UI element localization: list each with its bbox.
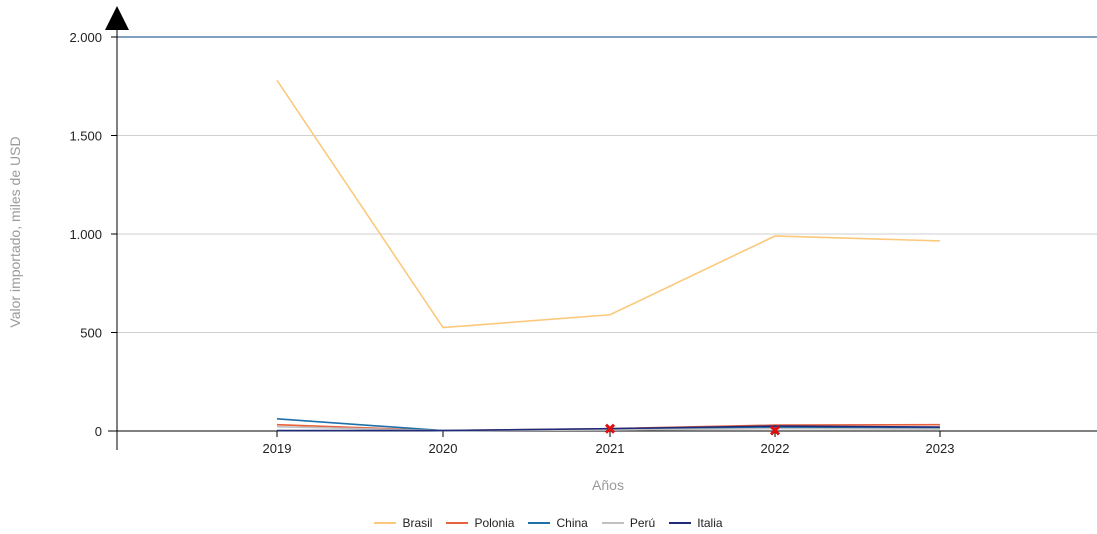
legend-label: Italia: [697, 516, 723, 530]
axes: [108, 20, 1097, 450]
x-axis-label: Años: [592, 477, 624, 493]
legend-item-china: China: [528, 516, 588, 530]
series-line-brasil: [276, 79, 941, 329]
series-lines: [276, 79, 941, 432]
y-tick-labels: 0 500 1.000 1.500 2.000: [69, 30, 102, 439]
y-axis-label: Valor importado, miles de USD: [7, 136, 23, 327]
legend-item-italia: Italia: [669, 516, 723, 530]
x-tick-label: 2021: [596, 441, 625, 456]
legend-swatch: [669, 522, 692, 524]
legend-label: China: [556, 516, 588, 530]
y-tick-label: 0: [95, 424, 102, 439]
legend: Brasil Polonia China Perú Italia: [0, 516, 1097, 530]
y-tick-label: 2.000: [69, 30, 102, 45]
gridlines: [117, 36, 1097, 333]
legend-swatch: [601, 522, 624, 524]
x-marker-icon: [769, 425, 781, 436]
chart-svg: 0 500 1.000 1.500 2.000 2019 2020 2021 2022 2023…: [7, 6, 1097, 493]
legend-label: Polonia: [474, 516, 515, 530]
legend-item-perú: Perú: [601, 516, 656, 530]
x-tick-label: 2022: [761, 441, 790, 456]
x-tick-label: 2020: [429, 441, 458, 456]
y-tick-label: 1.500: [69, 129, 102, 144]
legend-swatch: [446, 522, 469, 524]
legend-label: Perú: [629, 516, 656, 530]
x-tick-labels: 2019 2020 2021 2022 2023: [263, 441, 955, 456]
legend-swatch: [528, 522, 551, 524]
legend-label: Brasil: [402, 516, 433, 530]
y-tick-label: 1.000: [69, 227, 102, 242]
x-tick-label: 2023: [926, 441, 955, 456]
data-markers: [604, 423, 781, 436]
x-tick-label: 2019: [263, 441, 292, 456]
legend-item-brasil: Brasil: [374, 516, 432, 530]
y-axis-arrow-icon: [105, 6, 129, 30]
legend-item-polonia: Polonia: [446, 516, 514, 530]
y-tick-label: 500: [80, 326, 102, 341]
legend-swatch: [374, 522, 397, 524]
x-marker-icon: [604, 423, 616, 434]
